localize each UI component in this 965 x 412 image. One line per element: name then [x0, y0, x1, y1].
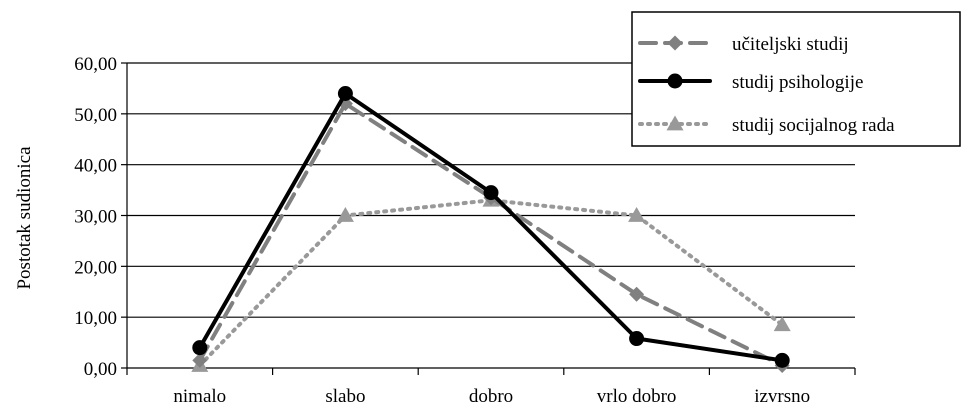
- data-point-circle: [774, 352, 790, 368]
- data-point-triangle: [336, 207, 354, 222]
- y-tick-labels: 0,00 10,00 20,00 30,00 40,00 50,00 60,00: [74, 54, 117, 380]
- data-point-diamond: [629, 286, 645, 302]
- axes: [121, 62, 856, 375]
- x-tick-label: izvrsno: [754, 386, 810, 407]
- data-point-circle: [192, 340, 208, 356]
- x-tick-label: dobro: [469, 386, 513, 407]
- series-lines: [191, 86, 791, 373]
- data-point-circle: [483, 185, 499, 201]
- series-line: [197, 198, 785, 368]
- y-tick-label: 30,00: [74, 207, 117, 228]
- legend-label: studij psihologije: [732, 72, 863, 93]
- data-point-diamond: [192, 352, 208, 368]
- data-point-triangle: [666, 115, 684, 131]
- y-tick-label: 50,00: [74, 105, 117, 126]
- data-point-circle: [629, 331, 645, 347]
- y-tick-label: 0,00: [84, 359, 117, 380]
- x-tick-label: nimalo: [173, 386, 226, 407]
- y-tick-label: 20,00: [74, 257, 117, 278]
- legend: učiteljski studij studij psihologije studi…: [631, 11, 961, 147]
- x-tick-labels: nimalo slabo dobro vrlo dobro izvrsno: [173, 386, 810, 407]
- series-1: [192, 86, 790, 368]
- y-tick-label: 10,00: [74, 308, 117, 329]
- y-tick-label: 40,00: [74, 156, 117, 177]
- data-point-triangle: [628, 207, 646, 222]
- legend-label: učiteljski studij: [732, 34, 849, 55]
- legend-entry: učiteljski studij: [638, 34, 849, 55]
- data-point-circle: [337, 86, 353, 101]
- data-point-diamond: [667, 35, 683, 51]
- data-point-triangle: [773, 316, 791, 332]
- y-axis-title: Postotak sudionica: [14, 146, 35, 290]
- x-tick-label: vrlo dobro: [597, 386, 677, 407]
- legend-entry: studij psihologije: [638, 72, 863, 93]
- legend-label: studij socijalnog rada: [732, 115, 895, 136]
- legend-entry: studij socijalnog rada: [638, 115, 895, 136]
- x-tick-label: slabo: [325, 386, 365, 407]
- data-point-circle: [667, 73, 683, 89]
- y-tick-label: 60,00: [74, 54, 117, 75]
